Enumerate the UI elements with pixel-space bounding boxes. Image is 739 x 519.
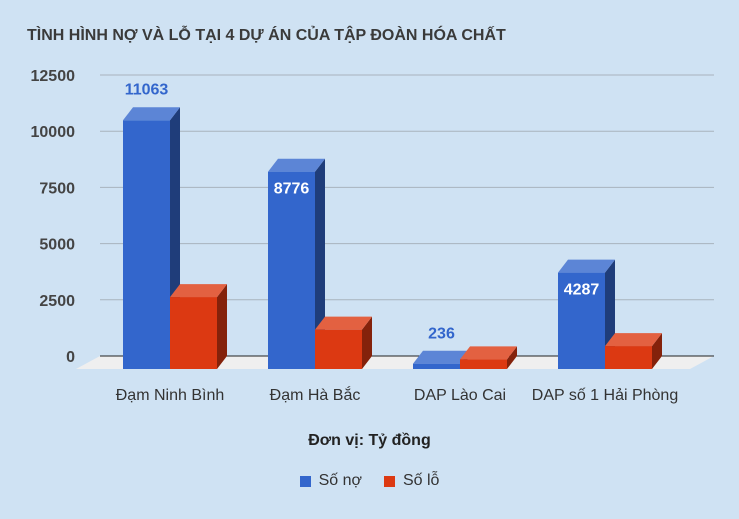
bar-top	[123, 107, 180, 121]
bar-side	[652, 333, 662, 369]
x-tick-label: Đạm Hà Bắc	[270, 385, 361, 404]
bar-top	[413, 350, 470, 364]
legend-swatch	[383, 475, 395, 487]
data-label: 8776	[274, 181, 310, 198]
y-tick-label: 5000	[39, 237, 75, 254]
legend-item-so-lo[interactable]: Số lỗ	[383, 472, 440, 490]
legend-label: Số lỗ	[402, 472, 440, 489]
bar	[123, 120, 170, 369]
bar	[460, 359, 507, 369]
x-tick-label: Đạm Ninh Bình	[116, 387, 225, 404]
bar-side	[315, 158, 325, 369]
y-tick-label: 2500	[39, 293, 75, 310]
bar-top	[268, 158, 325, 172]
legend-swatch	[299, 475, 311, 487]
x-tick-label: DAP Lào Cai	[414, 387, 506, 404]
bar-side	[507, 346, 517, 369]
bar-top	[558, 259, 615, 273]
bar-top	[170, 284, 227, 298]
y-tick-label: 7500	[39, 180, 75, 197]
bar-top	[315, 316, 372, 330]
bar-side	[217, 284, 227, 369]
x-axis-label: Đơn vị: Tỷ đồng	[308, 432, 431, 449]
y-tick-label: 0	[66, 349, 75, 366]
bar	[413, 363, 460, 369]
data-label: 236	[428, 326, 455, 343]
bar	[170, 297, 217, 369]
legend: Số nợ Số lỗ	[0, 472, 739, 490]
bar	[315, 329, 362, 369]
bar	[605, 346, 652, 369]
legend-item-so-no[interactable]: Số nợ	[299, 472, 362, 490]
chart-title: TÌNH HÌNH NỢ VÀ LỖ TẠI 4 DỰ ÁN CỦA TẬP Đ…	[27, 27, 506, 44]
bar	[558, 272, 605, 369]
bar	[268, 171, 315, 369]
y-tick-label: 12500	[31, 68, 76, 85]
bar-top	[460, 346, 517, 360]
data-label: 4287	[564, 282, 600, 299]
legend-label: Số nợ	[318, 472, 362, 489]
data-label: 11063	[125, 81, 169, 98]
y-tick-label: 10000	[31, 124, 76, 141]
x-tick-label: DAP số 1 Hải Phòng	[532, 387, 678, 404]
bar-top	[605, 333, 662, 347]
floor	[76, 356, 714, 369]
bar-side	[362, 316, 372, 369]
